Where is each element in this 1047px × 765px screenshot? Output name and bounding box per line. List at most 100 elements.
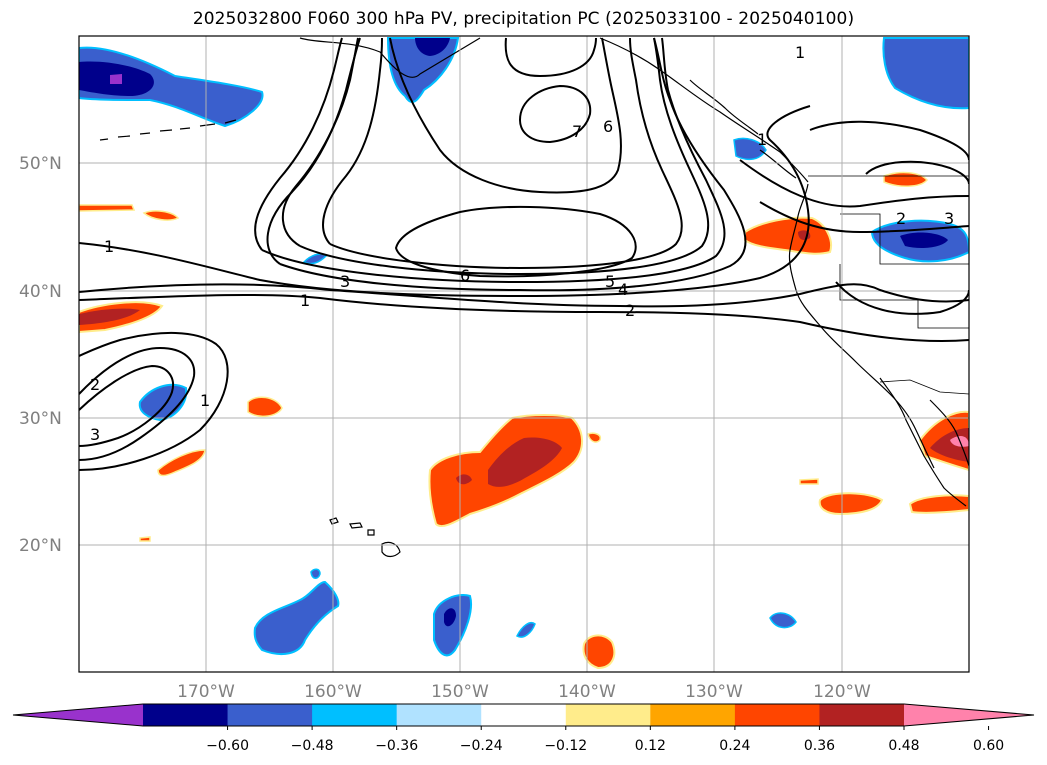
pv-label-2-east: 2 — [896, 209, 906, 228]
coastline-west-us — [788, 183, 935, 469]
latitude-labels: 50°N 40°N 30°N 20°N — [19, 154, 62, 556]
pv-contour-east-4 — [865, 160, 969, 185]
coastline-mexico-mainland — [929, 399, 969, 467]
colorbar-swatch — [734, 704, 820, 726]
colorbar-segments — [12, 703, 1035, 727]
precip-pos-west-46n-b — [142, 210, 180, 221]
pv-contour-sw-3 — [79, 364, 174, 447]
pv-contour-6-north — [389, 37, 622, 194]
colorbar-swatch — [396, 704, 482, 726]
precip-pos-140w-south — [582, 634, 616, 670]
pv-label-1-west: 1 — [104, 237, 114, 256]
border-states-west — [840, 213, 969, 265]
pv-contour-6-outer-west — [322, 37, 383, 245]
pv-contour-6-inner — [394, 205, 637, 278]
lon-label-120w: 120°W — [813, 682, 871, 702]
map-content: 1 1 3 6 5 4 2 7 6 1 1 2 3 2 3 1 — [79, 36, 969, 672]
coastline-baja — [879, 377, 967, 507]
colorbar-swatch — [312, 704, 398, 726]
colorbar-tick-label: 0.24 — [719, 738, 750, 754]
precip-positive-areas — [79, 171, 969, 670]
precip-neg-ne-corner — [882, 37, 969, 110]
colorbar-tick-label: 0.12 — [635, 738, 666, 754]
figure-title: 2025032800 F060 300 hPa PV, precipitatio… — [192, 9, 855, 29]
colorbar-tick-label: 0.60 — [973, 738, 1004, 754]
colorbar-outline — [12, 703, 1035, 727]
precip-neg-south-165w — [253, 580, 340, 656]
pv-label-6-center: 6 — [460, 266, 470, 285]
precip-pos-small-126w — [799, 478, 819, 485]
colorbar-tick-label: −0.48 — [291, 738, 334, 754]
colorbar-swatch — [819, 704, 905, 726]
pv-contour-east-2 — [759, 201, 969, 234]
pv-contour-3-west — [266, 37, 361, 265]
precip-neg-south-150w-core — [444, 608, 456, 627]
pv-contour-5 — [299, 37, 710, 276]
lon-label-170w: 170°W — [177, 682, 235, 702]
precip-neg-south-150w — [433, 594, 472, 657]
pv-label-3-east: 3 — [944, 209, 954, 228]
precip-pos-140w-29n — [587, 432, 602, 443]
precip-neg-bc-coast — [733, 137, 767, 161]
precip-neg-gulf-alaska-core — [415, 38, 450, 56]
pv-label-1-northeast: 1 — [795, 43, 805, 62]
pv-label-6-north: 6 — [603, 117, 613, 136]
lat-label-50n: 50°N — [19, 154, 62, 174]
pv-contour-labels: 1 1 3 6 5 4 2 7 6 1 1 2 3 2 3 1 — [90, 43, 954, 444]
map-background — [79, 36, 969, 672]
pv-contour-6-outer — [329, 37, 683, 270]
pv-label-1-southwest: 1 — [200, 391, 210, 410]
lat-label-20n: 20°N — [19, 536, 62, 556]
pv-contour-sw-1 — [79, 331, 229, 471]
pv-contour-east-loop — [809, 120, 969, 161]
precip-neg-south-small — [310, 568, 321, 579]
pv-contour-sw-2 — [79, 346, 196, 461]
precip-pos-170w-27n — [157, 449, 206, 477]
colorbar-tick-label: 0.36 — [804, 738, 835, 754]
pv-label-4-center: 4 — [618, 280, 628, 299]
precip-pos-165w-31n — [247, 396, 283, 418]
colorbar-extend-high — [904, 704, 1034, 726]
colorbar-tick-label: −0.60 — [206, 738, 249, 754]
colorbar: −0.60 −0.48 −0.36 −0.24 −0.12 0.12 0.24 0.36 0.4… — [12, 703, 1035, 754]
precip-pos-123w-24n — [818, 492, 884, 516]
pv-contour-1-south — [79, 293, 969, 342]
lat-label-40n: 40°N — [19, 282, 62, 302]
precip-pos-west-47n — [79, 204, 136, 212]
pv-contour-7-north — [518, 84, 592, 144]
pv-contour-4 — [261, 37, 726, 284]
lon-label-140w: 140°W — [558, 682, 616, 702]
colorbar-extend-low — [13, 704, 143, 726]
colorbar-tick-label: −0.24 — [460, 738, 503, 754]
colorbar-tick-label: 0.48 — [888, 738, 919, 754]
pv-label-1-coast: 1 — [757, 130, 767, 149]
precip-neg-west-30n — [138, 383, 188, 422]
colorbar-swatch — [227, 704, 313, 726]
coastline-hawaii-2 — [349, 522, 363, 529]
lon-label-160w: 160°W — [304, 682, 362, 702]
coastline-hawaii-1 — [329, 517, 339, 525]
pv-label-7-north: 7 — [572, 122, 582, 141]
colorbar-swatch — [481, 704, 567, 726]
precip-pos-central-core — [488, 437, 562, 487]
precip-neg-idaho-core — [900, 232, 948, 248]
pv-label-3-southwest: 3 — [90, 425, 100, 444]
coastline-aleutians — [99, 119, 237, 141]
precip-neg-aleutian-min — [110, 74, 122, 84]
lon-label-150w: 150°W — [431, 682, 489, 702]
pv-label-2-center: 2 — [625, 301, 635, 320]
precip-pos-115w-24n — [908, 494, 969, 514]
border-us-mexico — [879, 379, 969, 395]
pv-label-2-southwest: 2 — [90, 375, 100, 394]
precip-pos-small-20n — [139, 536, 151, 542]
precip-neg-south-147w — [516, 622, 536, 638]
precip-pos-west-38n-core — [79, 308, 140, 325]
pv-contour-2 — [79, 283, 969, 308]
coastline-hawaii-4 — [381, 541, 401, 558]
precip-neg-south-125w — [769, 612, 797, 629]
lon-label-130w: 130°W — [685, 682, 743, 702]
pv-contour-1-main — [79, 105, 811, 298]
coastlines — [99, 37, 969, 558]
pv-label-5-center: 5 — [605, 272, 615, 291]
precip-neg-small-cp — [302, 253, 328, 265]
